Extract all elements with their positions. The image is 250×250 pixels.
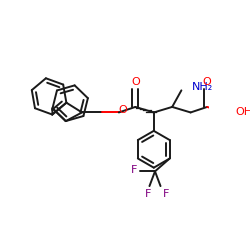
Text: F: F [163,188,170,198]
Text: O: O [131,77,140,87]
Text: F: F [131,165,138,175]
Text: NH₂: NH₂ [192,82,213,92]
Text: O: O [203,77,211,87]
Text: F: F [144,188,151,198]
Text: O: O [118,105,127,115]
Text: OH: OH [236,108,250,118]
